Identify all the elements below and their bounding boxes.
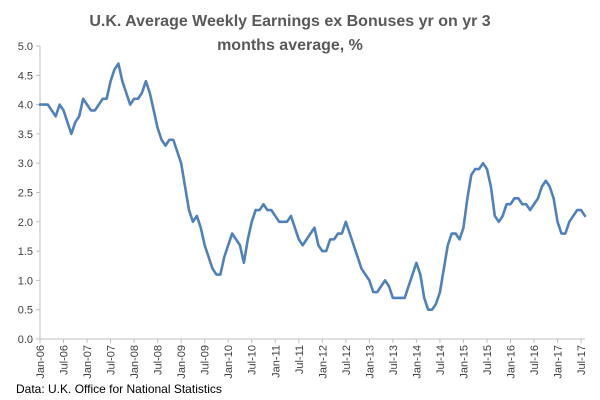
y-tick-label: 3.0 <box>18 158 33 170</box>
x-tick-label: Jul-15 <box>482 345 494 375</box>
y-tick-label: 2.0 <box>18 217 33 229</box>
x-tick-label: Jul-13 <box>388 345 400 375</box>
y-tick-label: 1.5 <box>18 246 33 258</box>
x-tick-label: Jan-09 <box>176 345 188 379</box>
x-tick-label: Jan-10 <box>223 345 235 379</box>
series-line-earnings <box>38 62 587 311</box>
y-tick-label: 3.5 <box>18 129 33 141</box>
x-tick-label: Jul-11 <box>294 345 306 374</box>
x-tick-label: Jul-14 <box>435 345 447 375</box>
x-tick-label: Jul-09 <box>200 345 212 375</box>
chart-title: U.K. Average Weekly Earnings ex Bonuses … <box>89 13 491 54</box>
x-tick-label: Jan-06 <box>35 345 47 379</box>
x-tick-label: Jul-17 <box>576 345 588 375</box>
x-tick-label: Jan-07 <box>82 345 94 379</box>
x-tick-label: Jan-13 <box>364 345 376 379</box>
y-tick-label: 0.0 <box>18 334 33 346</box>
y-axis: 0.0 0.5 1.0 1.5 2.0 2.5 3.0 3.5 4.0 4.5 5.0 <box>18 41 41 346</box>
x-tick-label: Jan-11 <box>270 345 282 378</box>
x-tick-label: Jul-10 <box>247 345 259 375</box>
y-tick-label: 4.0 <box>18 100 33 112</box>
x-tick-label: Jan-08 <box>129 345 141 379</box>
series-layer <box>38 62 587 311</box>
source-note: Data: U.K. Office for National Statistic… <box>16 382 222 396</box>
x-axis: Jan-06 Jul-06 Jan-07 Jul-07 Jan-08 Jul-08 Jan-… <box>35 338 588 379</box>
x-tick-label: Jul-08 <box>153 345 165 375</box>
y-tick-label: 0.5 <box>18 305 33 317</box>
x-tick-label: Jan-16 <box>506 345 518 379</box>
x-tick-label: Jan-14 <box>411 345 423 379</box>
y-tick-label: 2.5 <box>18 188 33 200</box>
y-tick-label: 1.0 <box>18 275 33 287</box>
x-tick-label: Jan-12 <box>317 345 329 379</box>
y-tick-label: 4.5 <box>18 70 33 82</box>
x-tick-label: Jul-06 <box>59 345 71 375</box>
x-tick-label: Jul-12 <box>341 345 353 375</box>
x-tick-label: Jul-07 <box>106 345 118 375</box>
y-tick-label: 5.0 <box>18 41 33 53</box>
x-tick-label: Jan-15 <box>458 345 470 379</box>
x-tick-label: Jan-17 <box>553 345 565 379</box>
x-tick-label: Jul-16 <box>529 345 541 375</box>
